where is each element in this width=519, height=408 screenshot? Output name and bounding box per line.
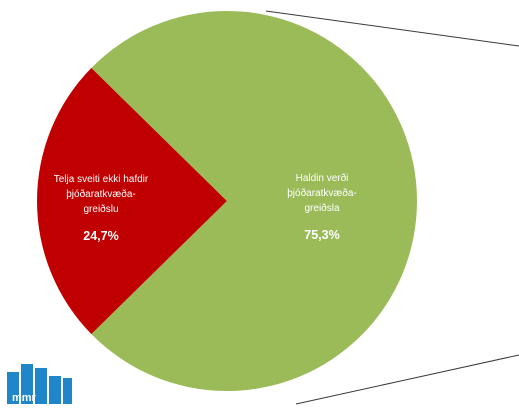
- mmr-logo: mmr: [7, 364, 72, 404]
- slice-label-line: Haldin verði: [296, 172, 349, 184]
- slice-value-label: 24,7%: [83, 229, 118, 243]
- pie-slice: [91, 11, 418, 392]
- pie-slices: [36, 11, 418, 392]
- slice-label-line: greiðslu: [83, 203, 118, 215]
- logo-bar: [49, 376, 61, 404]
- slice-label-line: þjóðaratkvæða-: [287, 187, 356, 199]
- logo-text: mmr: [12, 392, 37, 404]
- connector-line-top: [265, 10, 519, 47]
- logo-bar: [63, 378, 72, 404]
- logo-bar: [7, 372, 19, 404]
- slice-value-label: 75,3%: [304, 228, 339, 242]
- slice-labels: Telja sveiti ekki hafdir þjóðaratkvæða-gr…: [54, 172, 357, 243]
- logo-bar: [21, 364, 33, 404]
- pie-slice: [36, 67, 227, 335]
- logo-bar: [35, 368, 47, 404]
- slice-label-line: þjóðaratkvæða-: [66, 188, 135, 200]
- connector-line-bottom: [295, 354, 519, 405]
- slice-label-line: Telja sveiti ekki hafdir: [54, 174, 149, 185]
- slice-label-line: greiðsla: [304, 202, 339, 214]
